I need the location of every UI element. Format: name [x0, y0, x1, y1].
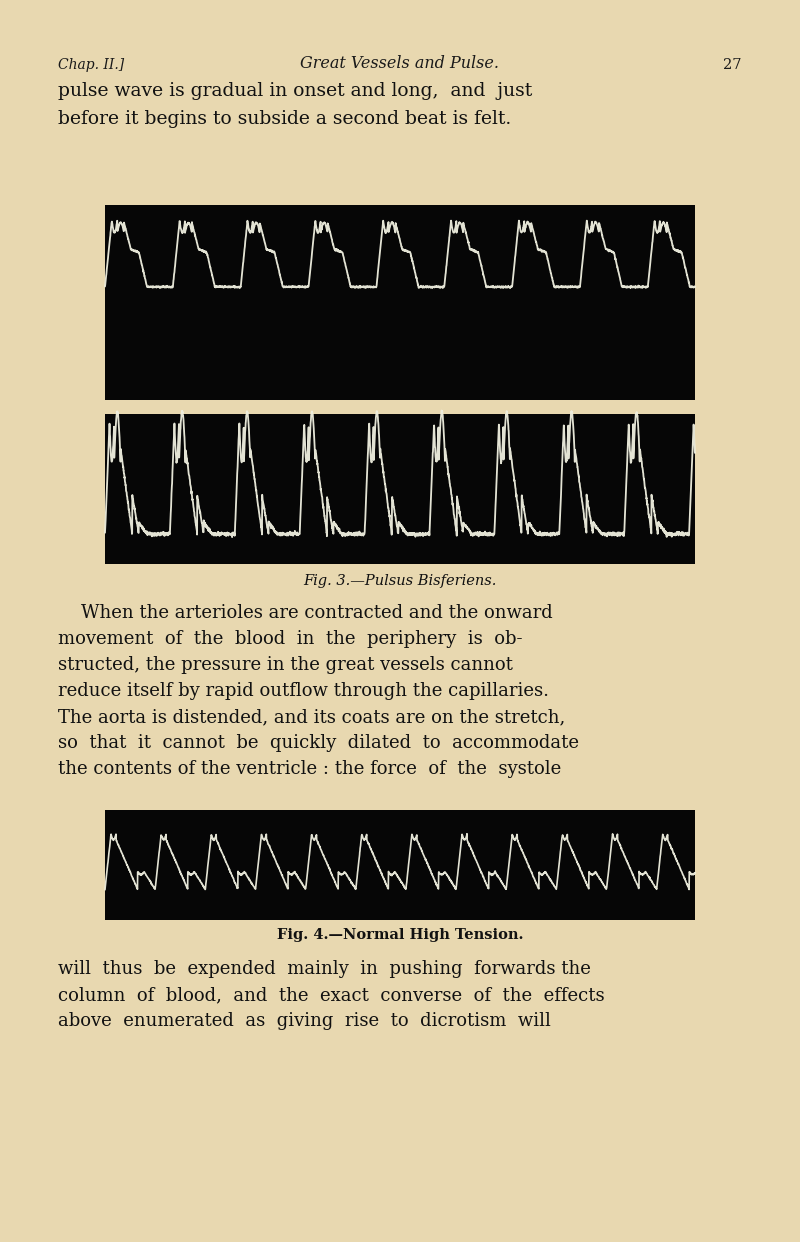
- Text: Fig. 4.—Normal High Tension.: Fig. 4.—Normal High Tension.: [277, 928, 523, 941]
- Text: the contents of the ventricle : the force  of  the  systole: the contents of the ventricle : the forc…: [58, 760, 562, 777]
- Text: structed, the pressure in the great vessels cannot: structed, the pressure in the great vess…: [58, 656, 513, 674]
- Text: will  thus  be  expended  mainly  in  pushing  forwards the: will thus be expended mainly in pushing …: [58, 960, 591, 977]
- Text: above  enumerated  as  giving  rise  to  dicrotism  will: above enumerated as giving rise to dicro…: [58, 1012, 551, 1030]
- Text: 27: 27: [723, 58, 742, 72]
- Text: before it begins to subside a second beat is felt.: before it begins to subside a second bea…: [58, 111, 511, 128]
- Text: The aorta is distended, and its coats are on the stretch,: The aorta is distended, and its coats ar…: [58, 708, 566, 727]
- Text: pulse wave is gradual in onset and long,  and  just: pulse wave is gradual in onset and long,…: [58, 82, 532, 101]
- Text: Great Vessels and Pulse.: Great Vessels and Pulse.: [301, 55, 499, 72]
- Text: When the arterioles are contracted and the onward: When the arterioles are contracted and t…: [58, 604, 553, 622]
- Text: Fig. 3.—Pulsus Bisferiens.: Fig. 3.—Pulsus Bisferiens.: [303, 574, 497, 587]
- Text: column  of  blood,  and  the  exact  converse  of  the  effects: column of blood, and the exact converse …: [58, 986, 605, 1004]
- Text: reduce itself by rapid outflow through the capillaries.: reduce itself by rapid outflow through t…: [58, 682, 549, 700]
- Bar: [105, 205, 695, 400]
- Text: so  that  it  cannot  be  quickly  dilated  to  accommodate: so that it cannot be quickly dilated to …: [58, 734, 579, 751]
- Bar: [105, 810, 695, 920]
- Bar: [105, 414, 695, 564]
- Text: movement  of  the  blood  in  the  periphery  is  ob-: movement of the blood in the periphery i…: [58, 630, 522, 648]
- Text: Chap. II.]: Chap. II.]: [58, 58, 124, 72]
